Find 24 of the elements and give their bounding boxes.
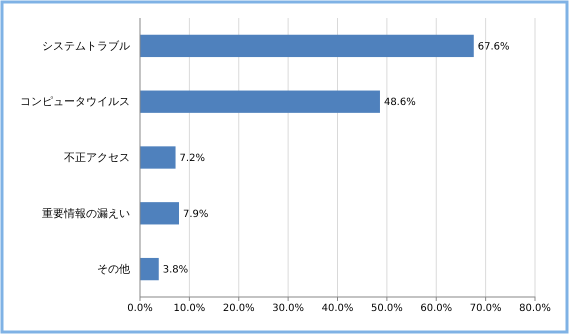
data-label: 7.9% (183, 208, 208, 220)
bar (140, 202, 180, 224)
bar (140, 146, 176, 169)
data-label: 7.2% (180, 153, 205, 164)
y-tick-label: 不正アクセス (64, 151, 130, 164)
bar (140, 34, 474, 58)
x-tick-label: 50.0% (370, 303, 403, 314)
y-tick-label: その他 (97, 262, 130, 276)
y-tick-label: システムトラブル (42, 39, 130, 52)
data-label: 3.8% (162, 264, 188, 276)
bar (140, 90, 380, 113)
data-label: 48.6% (384, 97, 416, 108)
x-tick-label: 70.0% (470, 303, 502, 314)
x-tick-label: 40.0% (322, 303, 354, 314)
y-tick-label: 重要情報の漏えい (42, 206, 130, 220)
x-tick-label: 10.0% (173, 303, 206, 314)
data-label: 67.6% (478, 41, 510, 52)
x-tick-label: 20.0% (222, 303, 255, 314)
x-tick-label: 30.0% (272, 303, 304, 314)
x-tick-label: 0.0% (127, 303, 153, 314)
x-tick-label: 80.0% (519, 303, 551, 314)
bar (140, 258, 159, 280)
y-tick-label: コンピュータウイルス (20, 95, 130, 108)
x-tick-label: 60.0% (420, 303, 452, 314)
